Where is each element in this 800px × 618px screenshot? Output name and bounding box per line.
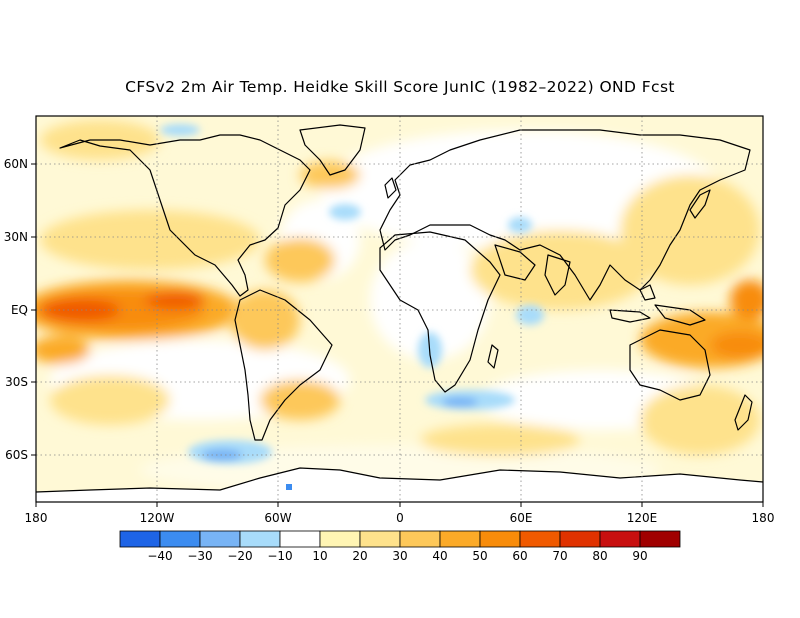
colorbar-swatch xyxy=(239,530,281,548)
colorbar-label: 50 xyxy=(472,549,487,563)
lat-label-eq: EQ xyxy=(11,303,28,317)
colorbar-swatch xyxy=(199,530,241,548)
colorbar-label: −30 xyxy=(187,549,212,563)
colorbar-label: 30 xyxy=(392,549,407,563)
colorbar-swatch xyxy=(599,530,641,548)
colorbar-label: −10 xyxy=(267,549,292,563)
colorbar-label: 90 xyxy=(632,549,647,563)
lat-label-30s: 30S xyxy=(5,375,28,389)
colorbar: −40 −30 −20 −10 10 20 30 40 50 60 70 80 90 xyxy=(119,530,681,563)
longitude-labels: 180 120W 60W 0 60E 120E 180 xyxy=(25,511,775,525)
latitude-labels: 60N 30N EQ 30S 60S xyxy=(4,157,28,462)
lon-label-180e: 180 xyxy=(752,511,775,525)
colorbar-label: 40 xyxy=(432,549,447,563)
colorbar-swatch xyxy=(439,530,481,548)
coastlines xyxy=(36,124,763,493)
colorbar-swatch xyxy=(639,530,681,548)
lat-label-60n: 60N xyxy=(4,157,28,171)
lon-label-60w: 60W xyxy=(264,511,291,525)
skill-field xyxy=(36,116,763,502)
map-title: CFSv2 2m Air Temp. Heidke Skill Score Ju… xyxy=(125,78,675,96)
colorbar-label: 70 xyxy=(552,549,567,563)
colorbar-swatch xyxy=(399,530,441,548)
colorbar-label: 80 xyxy=(592,549,607,563)
colorbar-label: 20 xyxy=(352,549,367,563)
colorbar-swatch xyxy=(119,530,161,548)
colorbar-swatch xyxy=(359,530,401,548)
lon-label-120w: 120W xyxy=(140,511,175,525)
colorbar-swatch xyxy=(479,530,521,548)
lon-label-0: 0 xyxy=(396,511,404,525)
graticule xyxy=(36,116,763,502)
colorbar-label: −20 xyxy=(227,549,252,563)
colorbar-swatch xyxy=(559,530,601,548)
lat-label-30n: 30N xyxy=(4,230,28,244)
colorbar-label: 60 xyxy=(512,549,527,563)
antarctica-land xyxy=(36,468,763,502)
colorbar-label: 10 xyxy=(312,549,327,563)
colorbar-swatch xyxy=(159,530,201,548)
colorbar-swatch xyxy=(519,530,561,548)
colorbar-label: −40 xyxy=(147,549,172,563)
axis-ticks xyxy=(31,163,764,507)
lat-label-60s: 60S xyxy=(5,448,28,462)
lon-label-120e: 120E xyxy=(627,511,658,525)
lon-label-180w: 180 xyxy=(25,511,48,525)
lon-label-60e: 60E xyxy=(510,511,533,525)
colorbar-swatch xyxy=(279,530,321,548)
colorbar-swatch xyxy=(319,530,361,548)
